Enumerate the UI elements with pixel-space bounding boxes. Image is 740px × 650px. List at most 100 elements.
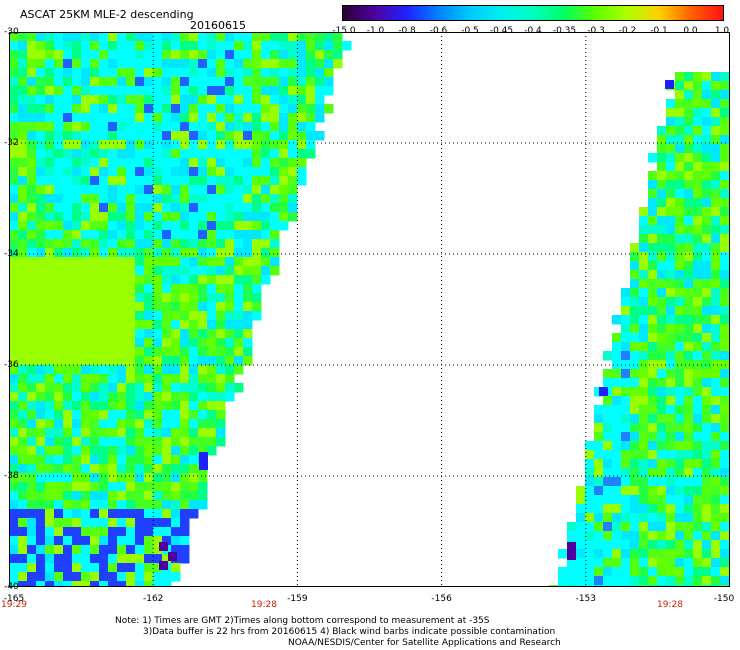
swath-cell bbox=[252, 131, 262, 141]
swath-cell bbox=[180, 167, 190, 177]
swath-cell bbox=[63, 329, 73, 339]
swath-cell bbox=[225, 149, 235, 159]
swath-cell bbox=[243, 338, 253, 348]
swath-cell bbox=[153, 329, 163, 339]
swath-cell bbox=[99, 428, 109, 438]
swath-cell bbox=[243, 140, 253, 150]
swath-cell bbox=[45, 302, 55, 312]
swath-cell bbox=[234, 329, 244, 339]
swath-cell bbox=[225, 68, 235, 78]
swath-cell bbox=[621, 567, 631, 577]
swath-cell bbox=[54, 230, 64, 240]
swath-cell bbox=[207, 185, 217, 195]
swath-cell bbox=[90, 311, 100, 321]
swath-cell bbox=[108, 455, 118, 465]
swath-cell bbox=[711, 495, 721, 505]
swath-cell bbox=[675, 549, 685, 559]
swath-cell bbox=[720, 486, 730, 496]
swath-cell bbox=[63, 572, 73, 582]
swath-cell bbox=[621, 288, 631, 298]
swath-cell bbox=[171, 563, 181, 573]
swath-cell bbox=[99, 95, 109, 105]
swath-cell bbox=[693, 135, 703, 145]
swath-cell bbox=[153, 428, 163, 438]
swath-cell bbox=[243, 32, 253, 42]
swath-cell bbox=[144, 32, 154, 42]
swath-cell bbox=[675, 171, 685, 181]
swath-cell bbox=[657, 153, 667, 163]
swath-cell bbox=[171, 419, 181, 429]
swath-cell bbox=[153, 212, 163, 222]
swath-cell bbox=[261, 221, 271, 231]
swath-cell bbox=[153, 392, 163, 402]
swath-cell bbox=[108, 392, 118, 402]
swath-cell bbox=[108, 536, 118, 546]
swath-cell bbox=[108, 545, 118, 555]
swath-cell bbox=[207, 122, 217, 132]
swath-cell bbox=[90, 221, 100, 231]
time-label-mid: 19:28 bbox=[251, 600, 277, 610]
map-date: 20160615 bbox=[190, 19, 246, 32]
swath-cell bbox=[180, 401, 190, 411]
swath-cell bbox=[243, 176, 253, 186]
swath-cell bbox=[225, 266, 235, 276]
swath-cell bbox=[63, 446, 73, 456]
swath-cell bbox=[9, 374, 19, 384]
swath-cell bbox=[9, 167, 19, 177]
swath-cell bbox=[261, 248, 271, 258]
swath-cell bbox=[657, 216, 667, 226]
swath-cell bbox=[72, 392, 82, 402]
swath-cell bbox=[207, 437, 217, 447]
swath-cell bbox=[9, 68, 19, 78]
colorbar-tick-label: -0.35 bbox=[552, 26, 577, 36]
swath-cell bbox=[90, 392, 100, 402]
swath-cell bbox=[36, 230, 46, 240]
swath-cell bbox=[18, 131, 28, 141]
swath-cell bbox=[621, 495, 631, 505]
swath-cell bbox=[189, 482, 199, 492]
longitude-label: -159 bbox=[287, 594, 308, 604]
swath-cell bbox=[117, 176, 127, 186]
swath-cell bbox=[180, 527, 190, 537]
swath-cell bbox=[162, 419, 172, 429]
swath-cell bbox=[720, 468, 730, 478]
swath-cell bbox=[261, 131, 271, 141]
swath-cell bbox=[108, 320, 118, 330]
swath-cell bbox=[27, 275, 37, 285]
swath-cell bbox=[153, 410, 163, 420]
swath-cell bbox=[675, 126, 685, 136]
swath-cell bbox=[198, 356, 208, 366]
swath-cell bbox=[603, 531, 613, 541]
swath-cell bbox=[63, 365, 73, 375]
swath-cell bbox=[63, 518, 73, 528]
swath-cell bbox=[243, 122, 253, 132]
swath-cell bbox=[225, 50, 235, 60]
swath-cell bbox=[225, 95, 235, 105]
swath-cell bbox=[45, 500, 55, 510]
swath-cell bbox=[693, 441, 703, 451]
swath-cell bbox=[63, 113, 73, 123]
swath-cell bbox=[225, 104, 235, 114]
swath-cell bbox=[108, 149, 118, 159]
swath-cell bbox=[54, 104, 64, 114]
swath-cell bbox=[135, 68, 145, 78]
swath-cell bbox=[27, 230, 37, 240]
swath-cell bbox=[117, 347, 127, 357]
swath-cell bbox=[144, 527, 154, 537]
swath-cell bbox=[675, 522, 685, 532]
swath-cell bbox=[108, 284, 118, 294]
swath-cell bbox=[135, 131, 145, 141]
swath-cell bbox=[702, 324, 712, 334]
swath-cell bbox=[207, 41, 217, 51]
swath-cell bbox=[216, 338, 226, 348]
swath-cell bbox=[702, 333, 712, 343]
swath-cell bbox=[180, 428, 190, 438]
swath-cell bbox=[207, 221, 217, 231]
swath-cell bbox=[189, 32, 199, 42]
swath-cell bbox=[711, 117, 721, 127]
swath-cell bbox=[693, 531, 703, 541]
swath-cell bbox=[135, 284, 145, 294]
swath-cell bbox=[45, 221, 55, 231]
swath-cell bbox=[675, 378, 685, 388]
swath-cell bbox=[675, 99, 685, 109]
